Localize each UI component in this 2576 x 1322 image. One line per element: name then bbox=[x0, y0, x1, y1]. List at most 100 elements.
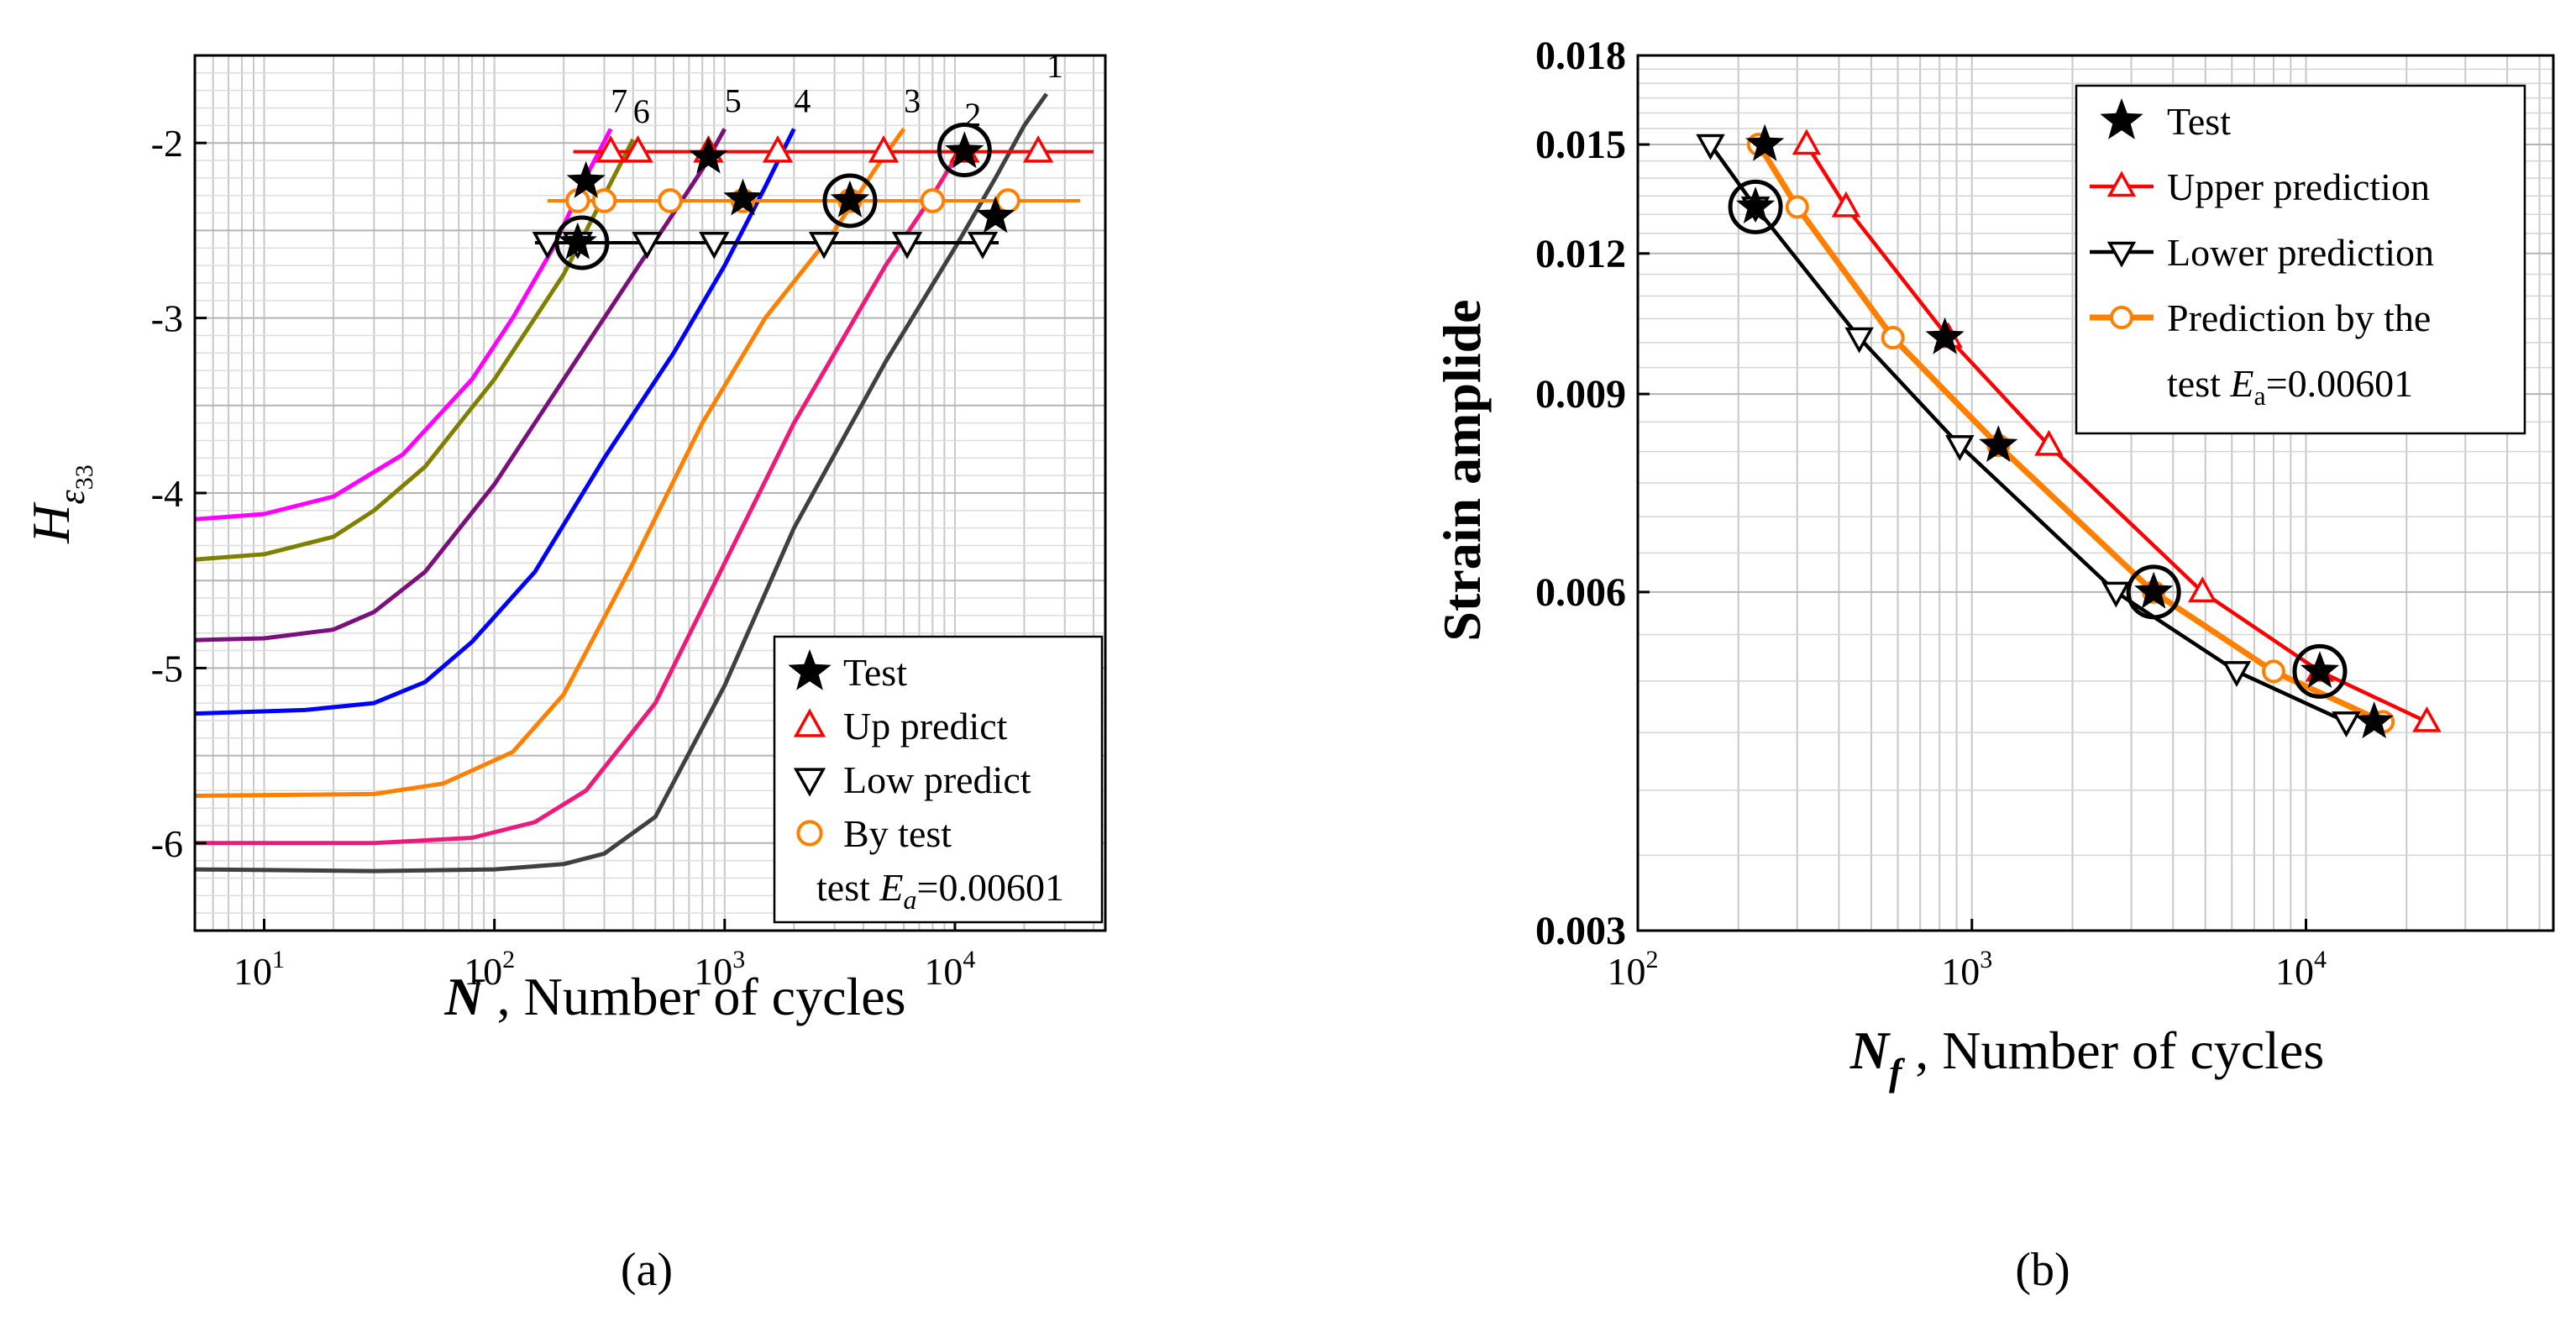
marker-a-circle bbox=[920, 188, 946, 213]
xtick-exp: 4 bbox=[2314, 946, 2327, 973]
legend-marker-a bbox=[793, 708, 826, 737]
caption-a: (a) bbox=[621, 1244, 673, 1296]
xtick-base: 10 bbox=[233, 950, 272, 993]
highlight-circle bbox=[1728, 179, 1783, 234]
ylabel-sub: ε bbox=[51, 490, 92, 505]
legend-label-b: Test bbox=[2167, 100, 2231, 143]
marker-b-star bbox=[2354, 701, 2394, 739]
marker-a-triangle-down bbox=[967, 232, 999, 260]
xtick-exp: 1 bbox=[272, 946, 285, 973]
marker-a-triangle-up bbox=[1022, 135, 1054, 163]
legend-label-a: By test bbox=[843, 812, 952, 855]
marker-b-triangle-up bbox=[1831, 191, 1861, 218]
xtick-exp: 2 bbox=[502, 946, 515, 973]
xtick-label-b: 103 bbox=[1941, 946, 1992, 993]
marker-a-triangle-up bbox=[868, 135, 900, 163]
xtick-label-a: 101 bbox=[233, 946, 285, 993]
marker-b-triangle-down bbox=[1945, 435, 1975, 461]
ylabel-a: Hε33 bbox=[21, 464, 98, 544]
marker-b-triangle-up bbox=[2034, 429, 2064, 456]
marker-b-triangle-down bbox=[2101, 581, 2131, 608]
ytick-label-b: 0.012 bbox=[1535, 232, 1626, 276]
legend-note-var: E bbox=[879, 866, 903, 909]
xtick-base: 10 bbox=[1941, 950, 1980, 993]
curve-label-4: 4 bbox=[794, 82, 811, 120]
curve-5 bbox=[194, 128, 727, 643]
marker-b-circle bbox=[2261, 659, 2285, 684]
legend-a bbox=[773, 635, 1104, 924]
xtick-base: 10 bbox=[464, 950, 502, 993]
ytick-label-a: -3 bbox=[151, 297, 183, 340]
ytick-label-b: 0.009 bbox=[1535, 372, 1626, 417]
marker-a-triangle-down bbox=[632, 232, 663, 260]
legend-note-a: test Ea=0.00601 bbox=[816, 866, 1064, 915]
xtick-base: 10 bbox=[924, 950, 963, 993]
highlight-circle bbox=[822, 173, 878, 228]
marker-b-triangle-down bbox=[1844, 327, 1874, 354]
xlabel-var: N bbox=[443, 967, 485, 1026]
legend-marker-a bbox=[793, 768, 826, 797]
marker-b-star bbox=[1925, 317, 1965, 354]
xtick-exp: 4 bbox=[963, 946, 975, 973]
legend-label-b: Prediction by the bbox=[2167, 296, 2431, 339]
ytick-label-a: -4 bbox=[151, 472, 183, 515]
highlight-circle bbox=[2126, 564, 2181, 620]
ytick-label-b: 0.018 bbox=[1535, 34, 1626, 78]
marker-b-star bbox=[1736, 186, 1776, 223]
legend-note-var: E bbox=[2229, 362, 2253, 405]
xtick-base: 10 bbox=[2275, 950, 2314, 993]
xtick-label-a: 103 bbox=[694, 946, 745, 993]
legend-label-b: Upper prediction bbox=[2167, 165, 2430, 208]
legend-marker-b bbox=[2106, 170, 2137, 197]
highlight-circle bbox=[554, 215, 610, 270]
legend-marker-b bbox=[2100, 98, 2143, 139]
caption-a-text: (a) bbox=[621, 1244, 673, 1296]
plot-frame-b bbox=[1636, 54, 2555, 932]
xtick-label-a: 102 bbox=[464, 946, 515, 993]
xtick-label-b: 104 bbox=[2275, 946, 2327, 993]
xtick-exp: 3 bbox=[732, 946, 745, 973]
xlabel-sub: f bbox=[1889, 1051, 1906, 1094]
ytick-label-b: 0.003 bbox=[1535, 909, 1626, 953]
xtick-base: 10 bbox=[1608, 950, 1646, 993]
legend-note-value: =0.00601 bbox=[2266, 362, 2413, 405]
caption-b: (b) bbox=[2015, 1244, 2070, 1296]
ylabel-b: Strain amplide bbox=[1432, 299, 1492, 641]
marker-a-triangle-up bbox=[595, 135, 627, 163]
marker-a-triangle-down bbox=[891, 232, 923, 260]
xlabel-text: , Number of cycles bbox=[1902, 1020, 2324, 1080]
legend-note-sub: a bbox=[904, 884, 917, 915]
marker-a-star bbox=[566, 160, 606, 198]
marker-b-triangle-up bbox=[1792, 129, 1822, 155]
marker-b-star bbox=[1979, 425, 2018, 462]
ytick-label-b: 0.015 bbox=[1535, 123, 1626, 167]
ylabel-subsub: 33 bbox=[71, 464, 98, 490]
marker-a-circle bbox=[658, 188, 683, 213]
xtick-label-b: 102 bbox=[1608, 946, 1659, 993]
marker-b-circle bbox=[1881, 326, 1905, 350]
curve-label-7: 7 bbox=[611, 82, 627, 120]
highlight-circle bbox=[2292, 643, 2348, 699]
caption-b-text: (b) bbox=[2015, 1244, 2070, 1296]
xtick-exp: 2 bbox=[1646, 946, 1659, 973]
legend-label-a: Up predict bbox=[843, 705, 1008, 748]
curve-4 bbox=[194, 128, 796, 716]
xlabel-text: , Number of cycles bbox=[484, 967, 906, 1026]
legend-note-b: test Ea=0.00601 bbox=[2167, 362, 2413, 411]
marker-a-star bbox=[689, 136, 728, 174]
marker-b-triangle-down bbox=[2332, 711, 2361, 738]
legend-b bbox=[2075, 84, 2526, 435]
ytick-label-a: -2 bbox=[151, 122, 183, 165]
marker-b-circle bbox=[1785, 195, 1809, 219]
ylabel-var: H bbox=[21, 501, 81, 544]
ytick-label-b: 0.006 bbox=[1535, 570, 1626, 615]
marker-b-triangle-up bbox=[2188, 576, 2217, 603]
marker-b-star bbox=[2300, 651, 2340, 689]
xtick-exp: 3 bbox=[1980, 946, 1992, 973]
marker-b-star bbox=[1745, 123, 1785, 161]
legend-marker-a bbox=[796, 820, 823, 847]
legend-label-b: Lower prediction bbox=[2167, 231, 2434, 274]
marker-b-star bbox=[2134, 571, 2174, 609]
